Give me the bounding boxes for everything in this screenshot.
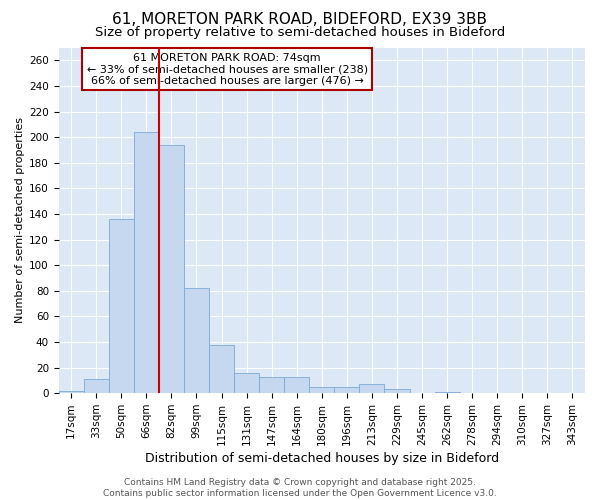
Bar [334, 387, 359, 393]
Bar [209, 344, 234, 393]
Y-axis label: Number of semi-detached properties: Number of semi-detached properties [15, 118, 25, 324]
Bar [284, 376, 309, 393]
Bar [259, 376, 284, 393]
Bar [309, 387, 334, 393]
Bar [184, 288, 209, 393]
Bar [109, 219, 134, 393]
Text: 61, MORETON PARK ROAD, BIDEFORD, EX39 3BB: 61, MORETON PARK ROAD, BIDEFORD, EX39 3B… [113, 12, 487, 28]
Text: Contains HM Land Registry data © Crown copyright and database right 2025.
Contai: Contains HM Land Registry data © Crown c… [103, 478, 497, 498]
Text: 61 MORETON PARK ROAD: 74sqm
← 33% of semi-detached houses are smaller (238)
66% : 61 MORETON PARK ROAD: 74sqm ← 33% of sem… [86, 52, 368, 86]
Bar [359, 384, 385, 393]
Bar [434, 392, 460, 393]
Bar [385, 390, 410, 393]
Text: Size of property relative to semi-detached houses in Bideford: Size of property relative to semi-detach… [95, 26, 505, 39]
Bar [84, 379, 109, 393]
Bar [59, 390, 84, 393]
Bar [234, 372, 259, 393]
X-axis label: Distribution of semi-detached houses by size in Bideford: Distribution of semi-detached houses by … [145, 452, 499, 465]
Bar [134, 132, 159, 393]
Bar [159, 145, 184, 393]
